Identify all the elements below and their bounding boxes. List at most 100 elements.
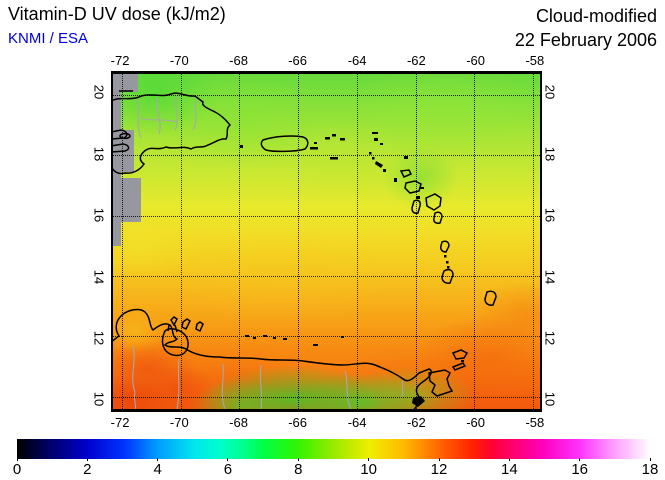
no-data-region <box>113 178 141 222</box>
graticule-meridian <box>532 74 534 409</box>
nevis <box>383 169 386 172</box>
aruba <box>170 316 178 327</box>
date-label: 22 February 2006 <box>514 30 657 50</box>
lon-tick-label: -58 <box>525 415 545 430</box>
la-tortuga <box>313 344 318 346</box>
lon-axis-bottom: -72 -70 -68 -66 -64 -62 -60 -58 <box>110 415 545 431</box>
border-line <box>136 97 142 139</box>
los-roques <box>253 337 256 339</box>
lon-axis-top: -72 -70 -68 -66 -64 -62 -60 -58 <box>110 53 545 69</box>
puerto-rico <box>260 135 309 153</box>
colorbar-tick <box>16 458 18 461</box>
barbuda <box>404 156 408 159</box>
colorbar-tick <box>649 458 651 461</box>
colorbar-labels: 0 2 4 6 8 10 12 14 16 18 <box>13 458 658 479</box>
orinoco-delta <box>412 396 425 407</box>
graticule-parallel <box>113 215 540 217</box>
mona-island <box>240 145 243 148</box>
lat-tick-label: 12 <box>542 330 558 346</box>
map-plot-area <box>113 74 540 409</box>
coche <box>461 360 464 362</box>
lon-tick-label: -68 <box>229 415 248 430</box>
page-title: Vitamin-D UV dose (kJ/m2) <box>8 4 226 24</box>
tobago <box>451 362 467 371</box>
header-right: Cloud-modified 22 February 2006 <box>515 4 657 52</box>
guadeloupe <box>404 180 422 194</box>
river-line <box>400 378 404 399</box>
vieques <box>310 147 318 150</box>
lat-axis-left: 20 18 16 14 12 10 <box>91 71 108 412</box>
colorbar-tick <box>508 458 510 461</box>
lake-maracaibo <box>161 324 189 357</box>
lon-tick-label: -70 <box>169 53 189 68</box>
colorbar-tick <box>579 458 581 461</box>
trinidad <box>428 369 454 397</box>
river-line <box>344 370 352 409</box>
marie-galante <box>416 196 420 199</box>
lon-tick-label: -60 <box>466 415 486 430</box>
colorbar-tick-label: 18 <box>641 461 659 478</box>
mode-label: Cloud-modified <box>535 6 657 26</box>
inland-borders <box>132 94 404 409</box>
st-kitts <box>375 161 383 168</box>
graticule-meridian <box>356 74 358 409</box>
lat-axis-right: 20 18 16 14 12 10 <box>542 71 559 412</box>
montserrat <box>394 178 397 182</box>
lat-tick-label: 14 <box>542 269 558 284</box>
lon-tick-label: -72 <box>110 415 130 430</box>
st-croix <box>330 157 338 160</box>
colorbar-tick-label: 12 <box>430 461 448 478</box>
bonaire <box>195 321 204 333</box>
haiti-south-claw <box>113 143 130 153</box>
graticule-meridian <box>121 74 123 409</box>
lon-tick-label: -72 <box>110 53 130 68</box>
colorbar-tick-label: 16 <box>571 461 589 478</box>
lat-tick-label: 16 <box>91 208 107 223</box>
coastline-overlay <box>113 90 497 409</box>
south-america-coast <box>113 308 432 409</box>
graticule-meridian <box>474 74 476 409</box>
graticule-meridian <box>239 74 241 409</box>
virgin-island <box>340 138 345 141</box>
los-roques <box>245 335 249 337</box>
no-data-region <box>113 74 138 92</box>
river-line <box>140 117 178 123</box>
lon-tick-label: -62 <box>406 415 426 430</box>
river-line <box>259 364 263 409</box>
river-line <box>221 363 226 409</box>
colorbar-tick <box>157 458 159 461</box>
colorbar-tick <box>297 458 299 461</box>
map-frame <box>111 71 542 412</box>
border-line <box>132 345 137 409</box>
lat-tick-label: 18 <box>542 146 558 162</box>
colorbar-tick <box>368 458 370 461</box>
culebra <box>314 142 317 144</box>
lat-tick-label: 18 <box>91 146 107 162</box>
lon-tick-label: -62 <box>406 53 426 68</box>
anguilla <box>372 132 378 134</box>
martinique <box>425 193 442 211</box>
coastlines <box>113 90 497 409</box>
lon-tick-label: -66 <box>288 415 308 430</box>
lat-tick-label: 20 <box>542 85 558 100</box>
lon-tick-label: -64 <box>347 53 367 68</box>
colorbar <box>17 439 650 459</box>
la-desirade <box>420 187 424 189</box>
colorbar-tick <box>86 458 88 461</box>
los-roques <box>273 337 276 339</box>
curacao <box>181 318 191 331</box>
lat-tick-label: 14 <box>91 269 107 284</box>
graticule-parallel <box>113 276 540 277</box>
st-martin <box>374 138 378 141</box>
grenada <box>441 268 454 284</box>
grenadines <box>447 266 450 269</box>
barbados <box>484 290 497 306</box>
gonave-island <box>119 132 131 140</box>
grenadines <box>446 261 449 264</box>
graticule-meridian <box>297 74 299 409</box>
colorbar-tick <box>438 458 440 461</box>
river-line <box>192 98 198 131</box>
dominica <box>411 199 421 214</box>
saba <box>369 152 372 155</box>
